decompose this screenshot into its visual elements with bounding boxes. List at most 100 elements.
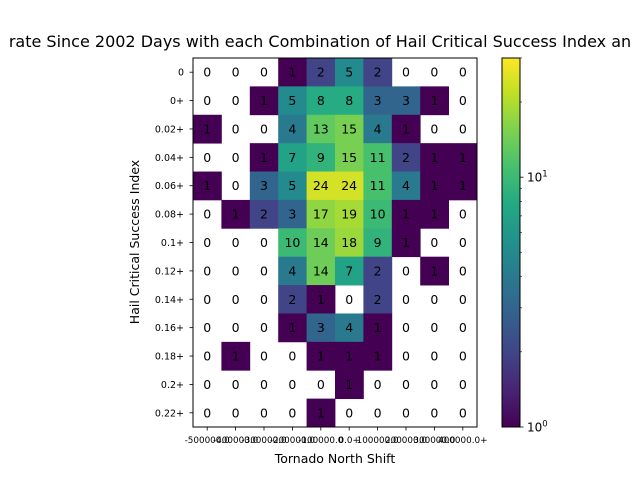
heatmap-cell [335, 370, 364, 400]
heatmap-cell [306, 398, 336, 428]
cell-value-label: 1 [345, 377, 353, 392]
cell-value-label: 0 [402, 292, 410, 307]
heatmap-cell [420, 199, 449, 229]
heatmap-cell [306, 228, 336, 258]
cell-value-label: 1 [232, 207, 240, 222]
heatmap-cell [391, 199, 421, 229]
heatmap-cell [391, 86, 421, 116]
cell-value-label: 0 [430, 235, 438, 250]
heatmap-cell [278, 199, 307, 229]
cell-value-label: 0 [459, 207, 467, 222]
y-tick-label: 0.18+ [155, 352, 184, 363]
cell-value-label: 0 [459, 93, 467, 108]
heatmap-cell [363, 58, 393, 87]
y-tick-label: 0.16+ [155, 323, 184, 334]
heatmap-cell [363, 171, 393, 201]
heatmap-cell [420, 171, 449, 201]
cell-value-label: 2 [402, 150, 410, 165]
heatmap-cell [278, 313, 307, 343]
cell-value-label: 0 [402, 65, 410, 80]
cell-value-label: 24 [313, 178, 329, 193]
cell-value-label: 8 [317, 93, 325, 108]
y-tick-label: 0.02+ [155, 124, 184, 135]
heatmap-cell-labels: 0 0 0 1 2 5 2 0 0 00 0 1 5 8 8 3 3 1 01 0 0 4 13 15 4 1 0 00 0 1 7 9 15 1… [203, 65, 467, 421]
cell-value-label: 0 [345, 292, 353, 307]
cell-value-label: 14 [313, 263, 329, 278]
cell-value-label: 4 [402, 178, 410, 193]
heatmap-cells [193, 58, 478, 428]
cell-value-label: 10 [284, 235, 300, 250]
x-tick-label: -500000.0 [185, 436, 231, 446]
cell-value-label: 3 [260, 178, 268, 193]
cell-value-label: 3 [374, 93, 382, 108]
cell-value-label: 5 [345, 65, 353, 80]
heatmap-cell [278, 58, 307, 87]
heatmap-cell [335, 228, 364, 258]
heatmap-cell [278, 86, 307, 116]
heatmap-cell [306, 58, 336, 87]
x-tick-label: 100000.0 [357, 436, 399, 446]
heatmap-cell [363, 199, 393, 229]
cell-value-label: 0 [430, 292, 438, 307]
y-axis-label: Hail Critical Success Index [127, 160, 142, 324]
heatmap-cell [363, 256, 393, 286]
cell-value-label: 0 [232, 320, 240, 335]
heatmap-cell [391, 171, 421, 201]
heatmap-cell [335, 86, 364, 116]
heatmap-cell [335, 256, 364, 286]
cell-value-label: 24 [341, 178, 357, 193]
heatmap-cell [278, 114, 307, 144]
cell-value-label: 0 [260, 235, 268, 250]
cell-value-label: 0 [260, 405, 268, 420]
cell-value-label: 0 [288, 349, 296, 364]
cell-value-label: 5 [288, 93, 296, 108]
x-axis-label: Tornado North Shift [274, 451, 396, 466]
heatmap-cell [221, 341, 251, 371]
heatmap-cell [363, 143, 393, 172]
cell-value-label: 0 [402, 377, 410, 392]
cell-value-label: 0 [260, 121, 268, 136]
y-tick-label: 0 [178, 68, 184, 79]
cell-value-label: 0 [459, 263, 467, 278]
cell-value-label: 1 [430, 207, 438, 222]
cell-value-label: 10 [370, 207, 386, 222]
heatmap-cell [249, 86, 279, 116]
cell-value-label: 0 [459, 121, 467, 136]
cell-value-label: 0 [203, 235, 211, 250]
cell-value-label: 0 [203, 405, 211, 420]
heatmap-cell [278, 228, 307, 258]
cell-value-label: 0 [459, 349, 467, 364]
heatmap-cell [420, 256, 449, 286]
cell-value-label: 2 [374, 263, 382, 278]
y-tick-label: 0.14+ [155, 295, 184, 306]
heatmap-cell [306, 86, 336, 116]
cell-value-label: 0 [232, 65, 240, 80]
cell-value-label: 0 [459, 65, 467, 80]
cell-value-label: 0 [430, 377, 438, 392]
heatmap-cell [221, 199, 251, 229]
cell-value-label: 3 [402, 93, 410, 108]
heatmap-cell [363, 228, 393, 258]
cell-value-label: 4 [345, 320, 353, 335]
colorbar-tick-label: 100 [527, 420, 548, 435]
cell-value-label: 0 [232, 292, 240, 307]
heatmap-cell [335, 199, 364, 229]
cell-value-label: 2 [374, 292, 382, 307]
cell-value-label: 1 [430, 263, 438, 278]
cell-value-label: 0 [402, 405, 410, 420]
y-tick-label: 0.04+ [155, 153, 184, 164]
cell-value-label: 4 [374, 121, 382, 136]
heatmap-cell [363, 285, 393, 314]
cell-value-label: 0 [430, 121, 438, 136]
cell-value-label: 0 [203, 377, 211, 392]
y-tick-label: 0+ [170, 96, 184, 107]
colorbar-tick-label: 101 [527, 170, 548, 185]
heatmap-cell [420, 143, 449, 172]
heatmap-cell [335, 313, 364, 343]
cell-value-label: 0 [260, 320, 268, 335]
heatmap-cell [391, 114, 421, 144]
x-tick-label: 0.0+ [339, 436, 360, 446]
cell-value-label: 1 [203, 178, 211, 193]
heatmap-cell [391, 143, 421, 172]
